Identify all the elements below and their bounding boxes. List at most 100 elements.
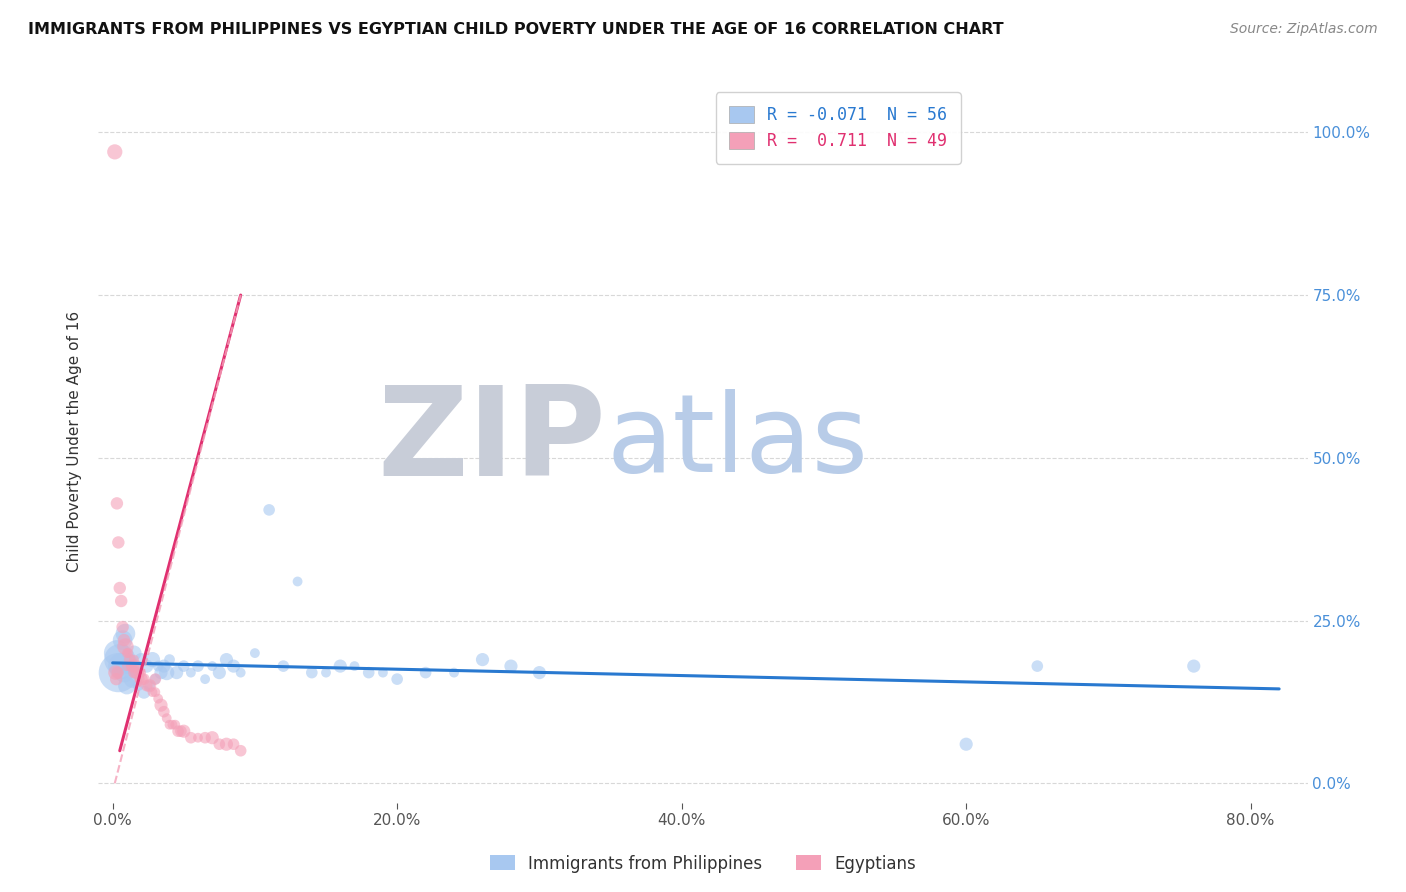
Point [115, 679, 138, 693]
Point [111, 633, 134, 648]
Point [112, 633, 135, 648]
Point [143, 672, 166, 686]
Point [105, 672, 128, 686]
Point [108, 652, 131, 666]
Point [132, 672, 155, 686]
Point [187, 731, 209, 745]
Point [143, 685, 166, 699]
Point [208, 665, 231, 680]
Point [180, 665, 202, 680]
Point [118, 659, 141, 673]
Point [124, 659, 146, 673]
Point [105, 496, 128, 510]
Point [128, 672, 150, 686]
Point [122, 646, 145, 660]
Point [215, 652, 238, 666]
Point [114, 626, 136, 640]
Point [159, 652, 181, 666]
Point [357, 665, 380, 680]
Point [257, 503, 280, 517]
Point [107, 665, 129, 680]
Point [141, 652, 163, 666]
Y-axis label: Child Poverty Under the Age of 16: Child Poverty Under the Age of 16 [67, 311, 83, 572]
Point [125, 659, 148, 673]
Point [105, 646, 128, 660]
Point [108, 581, 131, 595]
Point [110, 594, 132, 608]
Point [315, 665, 337, 680]
Point [124, 665, 146, 680]
Point [180, 731, 202, 745]
Legend: Immigrants from Philippines, Egyptians: Immigrants from Philippines, Egyptians [484, 848, 922, 880]
Point [208, 737, 231, 751]
Point [371, 665, 394, 680]
Point [146, 691, 169, 706]
Text: atlas: atlas [606, 389, 869, 494]
Point [329, 659, 352, 673]
Point [156, 665, 179, 680]
Point [138, 679, 160, 693]
Point [138, 679, 160, 693]
Point [111, 620, 134, 634]
Point [107, 665, 129, 680]
Point [173, 659, 195, 673]
Point [499, 659, 522, 673]
Point [156, 711, 179, 725]
Point [215, 737, 238, 751]
Point [471, 652, 494, 666]
Point [125, 665, 148, 680]
Point [243, 646, 266, 660]
Point [150, 698, 173, 713]
Point [115, 659, 138, 673]
Point [1026, 659, 1049, 673]
Point [117, 659, 139, 673]
Point [127, 679, 149, 693]
Point [529, 665, 551, 680]
Point [112, 665, 135, 680]
Point [104, 665, 127, 680]
Point [110, 659, 132, 673]
Point [173, 724, 195, 739]
Point [301, 665, 323, 680]
Point [229, 665, 252, 680]
Point [273, 659, 295, 673]
Point [287, 574, 309, 589]
Point [129, 652, 152, 666]
Point [201, 659, 224, 673]
Point [229, 744, 252, 758]
Point [121, 659, 143, 673]
Point [120, 652, 142, 666]
Point [443, 665, 465, 680]
Point [117, 646, 139, 660]
Point [146, 659, 169, 673]
Point [150, 665, 173, 680]
Point [165, 717, 187, 731]
Point [385, 672, 408, 686]
Point [118, 652, 141, 666]
Point [107, 535, 129, 549]
Point [153, 659, 176, 673]
Point [166, 665, 188, 680]
Point [159, 717, 181, 731]
Point [127, 665, 149, 680]
Point [121, 672, 143, 686]
Point [141, 685, 163, 699]
Point [135, 659, 157, 673]
Point [415, 665, 437, 680]
Legend: R = -0.071  N = 56, R =  0.711  N = 49: R = -0.071 N = 56, R = 0.711 N = 49 [716, 92, 960, 163]
Point [104, 145, 127, 159]
Point [343, 659, 366, 673]
Point [222, 659, 245, 673]
Point [122, 665, 145, 680]
Point [1182, 659, 1205, 673]
Point [129, 672, 152, 686]
Point [115, 646, 138, 660]
Point [167, 724, 190, 739]
Point [132, 685, 155, 699]
Text: IMMIGRANTS FROM PHILIPPINES VS EGYPTIAN CHILD POVERTY UNDER THE AGE OF 16 CORREL: IMMIGRANTS FROM PHILIPPINES VS EGYPTIAN … [28, 22, 1004, 37]
Point [222, 737, 245, 751]
Point [187, 659, 209, 673]
Point [135, 679, 157, 693]
Point [143, 672, 166, 686]
Point [194, 672, 217, 686]
